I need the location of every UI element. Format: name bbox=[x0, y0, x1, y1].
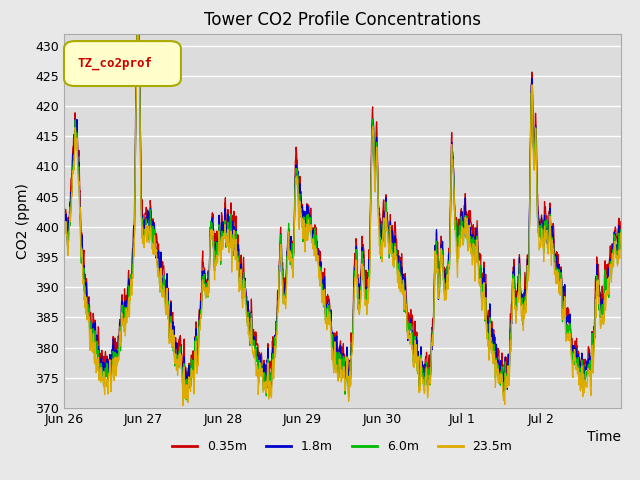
Y-axis label: CO2 (ppm): CO2 (ppm) bbox=[16, 183, 29, 259]
FancyBboxPatch shape bbox=[64, 41, 181, 86]
Legend: 0.35m, 1.8m, 6.0m, 23.5m: 0.35m, 1.8m, 6.0m, 23.5m bbox=[167, 435, 518, 458]
Text: Time: Time bbox=[587, 431, 621, 444]
Text: TZ_co2prof: TZ_co2prof bbox=[78, 57, 153, 70]
Title: Tower CO2 Profile Concentrations: Tower CO2 Profile Concentrations bbox=[204, 11, 481, 29]
